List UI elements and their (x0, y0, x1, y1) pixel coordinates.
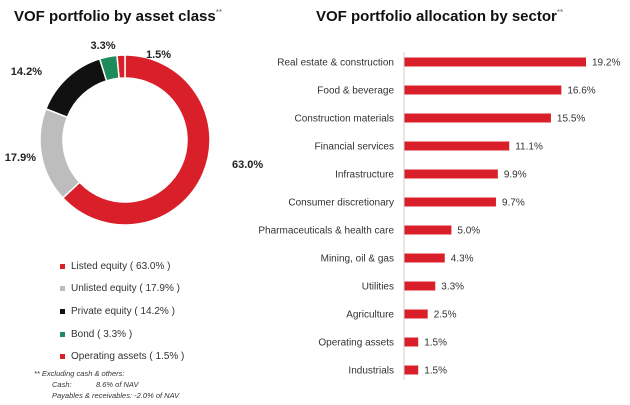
donut-slice-unlisted-equity (39, 107, 81, 200)
bar-category-label: Pharmaceuticals & health care (258, 226, 394, 237)
footnote: ** Excluding cash & others: Cash: 8.6% of… (34, 368, 179, 401)
bar-real-estate-and-construction (404, 57, 586, 67)
bar-consumer-discretionary (404, 197, 496, 207)
bar-construction-materials (404, 113, 551, 123)
donut-label-bond: 3.3% (90, 40, 115, 52)
donut-slice-private-equity (44, 57, 108, 119)
legend-swatch (60, 354, 65, 360)
bar-utilities (404, 281, 436, 291)
bar-category-label: Agriculture (346, 310, 394, 321)
bar-category-label: Financial services (315, 142, 394, 153)
legend-swatch (60, 308, 65, 314)
legend-label: Operating assets ( 1.5% ) (71, 351, 185, 363)
bar-value-label: 1.5% (424, 338, 447, 349)
bar-category-label: Mining, oil & gas (321, 254, 394, 265)
bar-mining-oil-and-gas (404, 253, 445, 263)
bar-value-label: 11.1% (515, 142, 543, 153)
bar-category-label: Industrials (348, 366, 394, 377)
bar-operating-assets (404, 337, 419, 347)
bar-value-label: 15.5% (557, 114, 585, 125)
footnote-line: ** Excluding cash & others: (34, 369, 125, 378)
bar-value-label: 19.2% (592, 58, 620, 69)
bar-agriculture (404, 309, 428, 319)
donut-chart-title: VOF portfolio by asset class** (14, 8, 222, 25)
bar-value-label: 5.0% (457, 226, 480, 237)
bar-value-label: 1.5% (424, 366, 447, 377)
cash-value: 8.6% of NAV (96, 380, 139, 389)
bar-value-label: 2.5% (434, 310, 457, 321)
bar-value-label: 9.7% (502, 198, 525, 209)
bar-category-label: Food & beverage (317, 86, 394, 97)
bar-value-label: 4.3% (451, 254, 474, 265)
legend-item-private-equity: Private equity ( 14.2% ) (60, 300, 184, 323)
bar-infrastructure (404, 169, 498, 179)
donut-label-operating-assets: 1.5% (146, 49, 171, 61)
bar-category-label: Consumer discretionary (288, 198, 394, 209)
bar-category-label: Infrastructure (335, 170, 394, 181)
bar-category-label: Operating assets (318, 338, 394, 349)
bar-category-label: Utilities (362, 282, 394, 293)
donut-label-listed-equity: 63.0% (232, 159, 263, 171)
donut-chart: 63.0% 17.9% 14.2% 3.3% 1.5% (5, 40, 263, 226)
donut-slice-operating-assets (116, 54, 126, 80)
bar-financial-services (404, 141, 510, 151)
legend-item-listed-equity: Listed equity ( 63.0% ) (60, 255, 184, 278)
legend-item-unlisted-equity: Unlisted equity ( 17.9% ) (60, 278, 184, 301)
legend-label: Private equity ( 14.2% ) (71, 305, 175, 317)
legend-item-bond: Bond ( 3.3% ) (60, 323, 184, 346)
bar-pharmaceuticals-and-health-care (404, 225, 452, 235)
donut-label-unlisted-equity: 17.9% (5, 152, 36, 164)
donut-label-private-equity: 14.2% (11, 66, 42, 78)
bar-value-label: 9.9% (504, 170, 527, 181)
footnote-cash: Cash: 8.6% of NAV (34, 379, 179, 390)
sector-bar-chart: Real estate & construction 19.2% Food & be… (258, 52, 620, 380)
donut-legend: Listed equity ( 63.0% ) Unlisted equity … (60, 255, 184, 368)
bar-industrials (404, 365, 419, 375)
donut-slice-listed-equity (61, 54, 211, 226)
bar-food-and-beverage (404, 85, 562, 95)
bar-chart-title: VOF portfolio allocation by sector** (316, 8, 564, 25)
footnote-payables: Payables & receivables: -2.0% of NAV (34, 390, 179, 401)
legend-swatch (60, 263, 65, 269)
legend-label: Bond ( 3.3% ) (71, 328, 133, 340)
legend-label: Listed equity ( 63.0% ) (71, 260, 171, 272)
payables-label: Payables & receivables: (52, 391, 133, 400)
bar-category-label: Construction materials (295, 114, 394, 125)
legend-item-operating-assets: Operating assets ( 1.5% ) (60, 345, 184, 368)
legend-swatch (60, 331, 65, 337)
bar-value-label: 3.3% (441, 282, 464, 293)
legend-swatch (60, 286, 65, 292)
payables-value: -2.0% of NAV (134, 391, 180, 400)
cash-label: Cash: (52, 380, 72, 389)
legend-label: Unlisted equity ( 17.9% ) (71, 283, 180, 295)
bar-category-label: Real estate & construction (277, 58, 394, 69)
bar-value-label: 16.6% (567, 86, 595, 97)
